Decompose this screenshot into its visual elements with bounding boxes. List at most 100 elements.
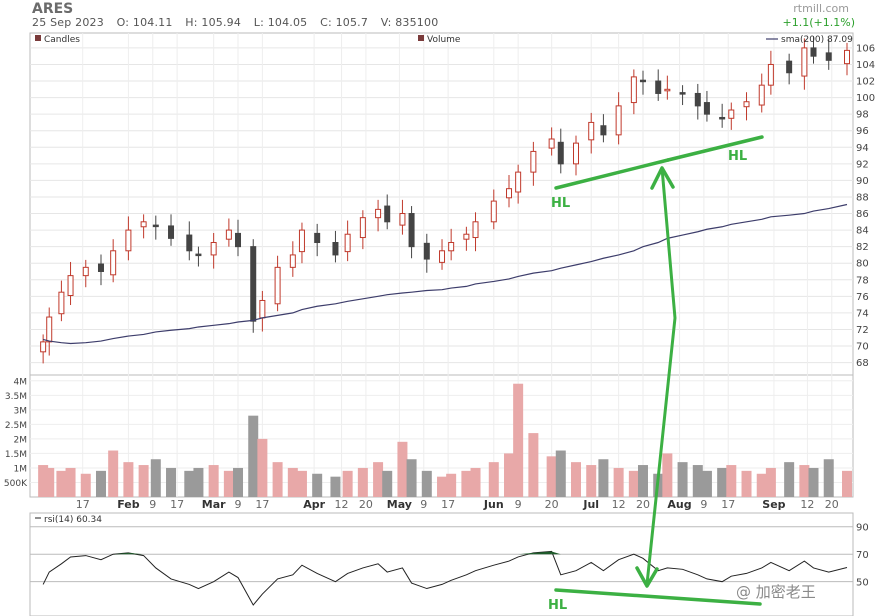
volume-bar: [677, 462, 688, 497]
price-tick-label: 78: [856, 275, 869, 286]
ohlcv-readout: 25 Sep 2023 O: 104.11 H: 105.94 L: 104.0…: [32, 16, 447, 29]
volume-bar: [312, 473, 323, 497]
volume-bar: [488, 462, 499, 497]
candle-body: [250, 246, 257, 322]
rsi-overbought-fill: [518, 552, 534, 555]
candle-body: [530, 150, 537, 173]
x-tick-label: May: [387, 498, 412, 511]
candle-body: [168, 225, 175, 239]
candle-body: [548, 138, 555, 149]
candle-body: [600, 125, 607, 136]
x-tick-label: 17: [441, 498, 455, 511]
volume-bar: [586, 465, 597, 497]
x-tick-label: 9: [420, 498, 427, 511]
price-tick-label: 92: [856, 159, 869, 170]
price-tick-label: 104: [856, 60, 875, 71]
candle-body: [58, 291, 65, 315]
price-panel-frame: [29, 32, 854, 376]
candle-body: [573, 142, 579, 165]
x-tick-label: Jun: [483, 498, 504, 511]
x-tick-label: 20: [636, 498, 650, 511]
candle-body: [506, 188, 513, 199]
candle-body: [728, 109, 735, 119]
volume-bar: [56, 470, 67, 497]
candle-body: [439, 250, 446, 263]
candle-body: [235, 232, 242, 248]
volume-bar: [287, 467, 298, 497]
volume-bar: [248, 415, 259, 497]
candle-body: [344, 233, 351, 253]
volume-bar: [437, 476, 448, 497]
volume-bar: [808, 467, 819, 497]
candle-body: [655, 80, 662, 94]
volume-bar: [555, 450, 566, 497]
candle-body: [399, 213, 406, 226]
rsi-overbought-fill: [113, 552, 129, 555]
volume-bar: [272, 462, 283, 497]
rsi-overbought-fill: [533, 551, 552, 555]
volume-bar: [765, 467, 776, 497]
candle-body: [97, 263, 104, 272]
rsi-overbought-fill: [128, 552, 144, 555]
x-tick-label: 20: [825, 498, 839, 511]
volume-bar: [342, 470, 353, 497]
candle-body: [694, 92, 701, 107]
candle-body: [195, 253, 202, 257]
price-tick-label: 98: [856, 110, 869, 121]
symbol-title: ARES: [32, 1, 74, 17]
price-tick-label: 100: [856, 93, 875, 104]
low-value: L: 104.05: [253, 16, 308, 29]
volume-bar: [38, 465, 49, 497]
candle-body: [375, 208, 382, 219]
high-value: H: 105.94: [185, 16, 242, 29]
x-tick-label: 9: [700, 498, 707, 511]
sma-legend-label: sma(200) 87.09: [781, 35, 853, 45]
higher-low-line-2: [666, 135, 764, 162]
candle-body: [557, 141, 564, 165]
volume-bar: [257, 438, 268, 497]
volume-legend-label: Volume: [427, 35, 461, 45]
candle-body: [758, 84, 765, 106]
volume-bar: [741, 470, 752, 497]
volume-bar: [784, 462, 795, 497]
volume-bar: [138, 465, 149, 497]
volume-bar: [397, 441, 408, 497]
candle-body: [384, 205, 391, 223]
volume-bar: [504, 453, 515, 497]
close-value: C: 105.7: [320, 16, 369, 29]
candle-body: [140, 221, 147, 228]
candle-body: [274, 266, 281, 305]
price-tick-label: 88: [856, 192, 869, 203]
volume-tick-label: 1M: [14, 464, 28, 474]
x-tick-label: 9: [515, 498, 522, 511]
candle-body: [515, 171, 522, 193]
volume-bar: [150, 459, 161, 497]
candle-body: [490, 200, 497, 223]
volume-bar: [613, 467, 624, 497]
sma-200-line: [42, 203, 848, 345]
volume-bar: [223, 470, 234, 497]
candle-body: [46, 316, 53, 343]
candle-body: [588, 121, 595, 141]
volume-bar: [756, 473, 767, 497]
volume-bar: [571, 462, 581, 497]
candle-body: [225, 229, 232, 240]
candle-body: [679, 92, 686, 95]
volume-bar: [726, 465, 737, 497]
x-tick-label: 17: [170, 498, 184, 511]
candle-body: [259, 299, 266, 319]
volume-tick-label: 4M: [14, 377, 28, 387]
candle-body: [719, 116, 726, 120]
x-tick-label: 20: [359, 498, 373, 511]
price-tick-label: 102: [856, 77, 875, 88]
volume-bar: [80, 473, 91, 497]
source-label: rtmill.com: [793, 2, 849, 15]
watermark-text: @ 加密老王: [736, 583, 816, 601]
volume-bar: [166, 467, 177, 497]
volume-bar: [461, 470, 472, 497]
volume-bar: [373, 462, 384, 497]
candle-body: [703, 102, 710, 115]
volume-bar: [823, 459, 834, 497]
price-tick-label: 94: [856, 143, 869, 154]
